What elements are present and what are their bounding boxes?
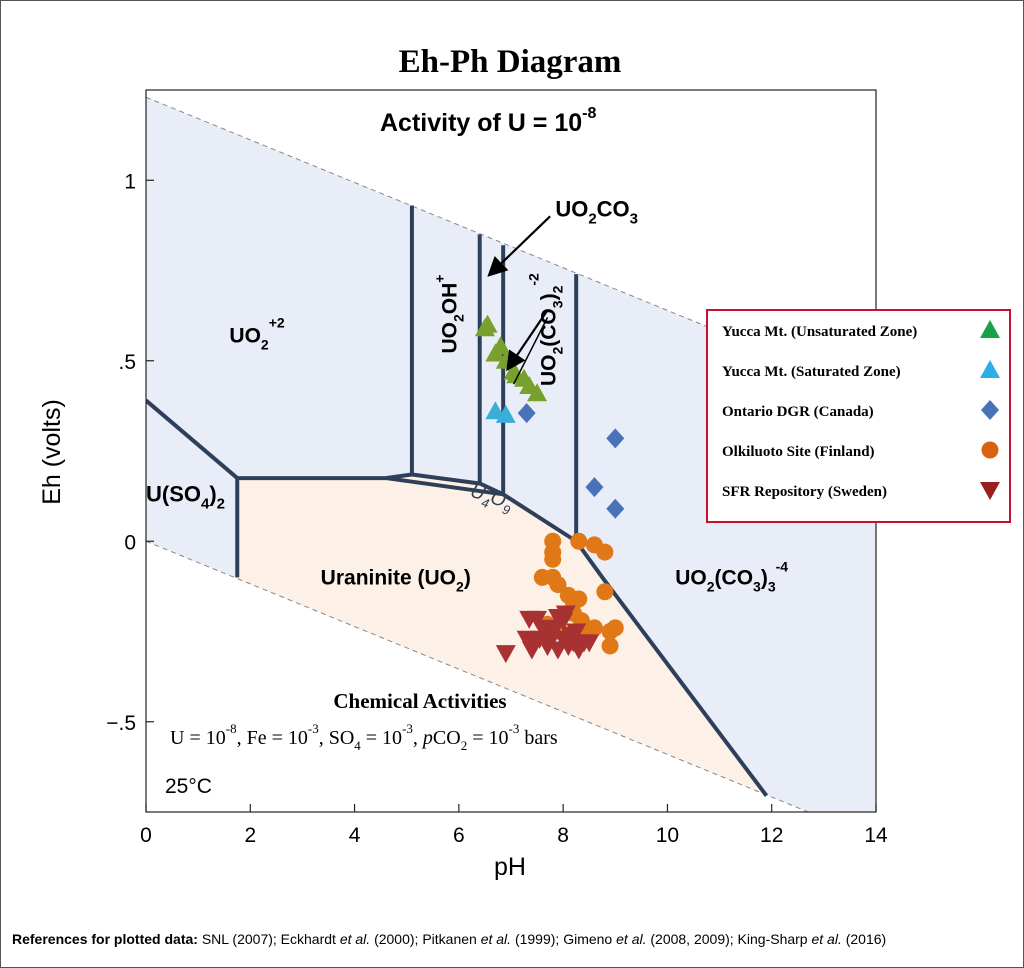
data-point-3-5 [596,543,614,561]
data-point-2-2 [585,477,604,498]
legend-label-3: Olkiluoto Site (Finland) [722,444,875,460]
region-label-uo2-2: UO2+2 [229,315,284,353]
x-tick-label-2: 4 [349,824,361,847]
subtitle-exponent: -8 [582,105,596,122]
reference-part-6: (2008, 2009); King-Sharp [646,931,812,947]
legend-box [706,309,1011,523]
series-1 [485,401,516,423]
subtitle-text: Activity of U = 10 [380,109,582,137]
data-point-3-20 [601,637,619,655]
reference-part-7: et al. [811,931,842,947]
data-point-4-0 [495,645,516,664]
reference-part-3: et al. [480,931,512,947]
data-point-3-2 [544,550,562,568]
data-point-0-8 [527,383,548,402]
x-axis-label: pH [494,853,526,881]
data-point-1-1 [495,404,516,423]
region-label-uo2oh: UO2OH+ [431,275,466,354]
chart-subtitle: Activity of U = 10-8 [380,105,596,137]
label-arrow-tail [512,317,549,385]
region-label-uo2-co3-3: UO2(CO3)3-4 [675,559,788,595]
x-tick-label-3: 6 [453,824,465,847]
data-point-0-3 [490,336,511,355]
data-point-3-3 [570,532,588,550]
stability-region-upper [146,97,876,812]
reference-part-1: et al. [339,931,371,947]
series-0 [474,314,548,402]
x-tick-label-0: 0 [140,824,152,847]
label-arrows [487,215,551,385]
legend-marker-4 [980,482,1000,500]
legend-label-2: Ontario DGR (Canada) [722,404,874,420]
references-text: SNL (2007); Eckhardt et al. (2000); Pitk… [198,931,886,947]
data-point-4-21 [521,641,542,660]
data-point-2-3 [606,498,625,519]
reference-part-5: et al. [616,931,647,947]
phase-boundary-6 [385,476,504,497]
data-point-2-0 [517,403,536,424]
data-point-4-22 [540,630,561,649]
x-tick-label-4: 8 [557,824,569,847]
y-axis-label: Eh (volts) [38,399,66,505]
data-point-3-11 [570,590,588,608]
region-label-u-so4-2: U(SO4)2 [146,482,225,513]
data-point-4-18 [579,634,600,653]
y-tick-label-3: −.5 [106,712,136,735]
x-tick-label-7: 14 [864,824,888,847]
series-3 [533,532,624,655]
reference-part-0: SNL (2007); Eckhardt [197,931,340,947]
y-tick-label-0: 1 [124,170,136,193]
series-4 [495,605,600,664]
reference-part-8: (2016) [841,931,887,947]
chemical-activities-values: U = 10-8, Fe = 10-3, SO4 = 10-3, pCO2 = … [170,721,558,753]
label-arrow-1 [506,309,549,372]
water-lower-line [146,540,810,812]
region-label-uraninite: Uraninite (UO2) [321,567,471,595]
axis-ticks: 0 2 4 6 8 10 12 14 1 .5 0 −.5 [106,170,888,847]
region-label-u4o9: U4O9 [467,481,516,518]
uraninite-region [237,474,767,796]
legend-marker-0 [980,320,1000,338]
data-points [474,314,625,664]
legend-marker-2 [981,400,999,420]
x-tick-label-1: 2 [244,824,256,847]
data-point-2-1 [606,428,625,449]
data-point-0-1 [477,314,498,333]
legend-label-1: Yucca Mt. (Saturated Zone) [722,364,901,380]
phase-boundaries [146,205,769,797]
data-point-3-8 [549,576,567,594]
data-point-3-18 [606,619,624,637]
data-point-4-2 [527,610,548,629]
plot-area [146,96,876,812]
data-point-3-16 [585,619,603,637]
x-tick-label-6: 12 [760,824,783,847]
temperature-label: 25°C [165,775,212,798]
references-line: References for plotted data: SNL (2007);… [12,931,886,947]
label-arrow-0 [487,215,551,277]
references-label: References for plotted data: [12,931,198,947]
chart-title: Eh-Ph Diagram [399,44,622,80]
data-point-4-20 [558,637,579,656]
y-tick-label-2: 0 [124,531,136,554]
legend-label-0: Yucca Mt. (Unsaturated Zone) [722,324,917,340]
region-label-uo2co3: UO2CO3 [555,196,638,227]
legend-label-4: SFR Repository (Sweden) [722,484,887,500]
data-point-3-12 [596,583,614,601]
x-tick-label-5: 10 [656,824,679,847]
reference-part-2: (2000); Pitkanen [370,931,481,947]
legend-marker-3 [981,441,999,459]
legend: Yucca Mt. (Unsaturated Zone) Yucca Mt. (S… [706,309,1011,523]
data-point-4-8 [555,605,576,624]
reference-part-4: (1999); Gimeno [511,931,617,947]
legend-marker-1 [980,360,1000,378]
data-point-4-23 [566,623,587,642]
chemical-activities-heading: Chemical Activities [333,689,506,713]
y-tick-label-1: .5 [118,351,136,374]
series-2 [517,403,625,519]
